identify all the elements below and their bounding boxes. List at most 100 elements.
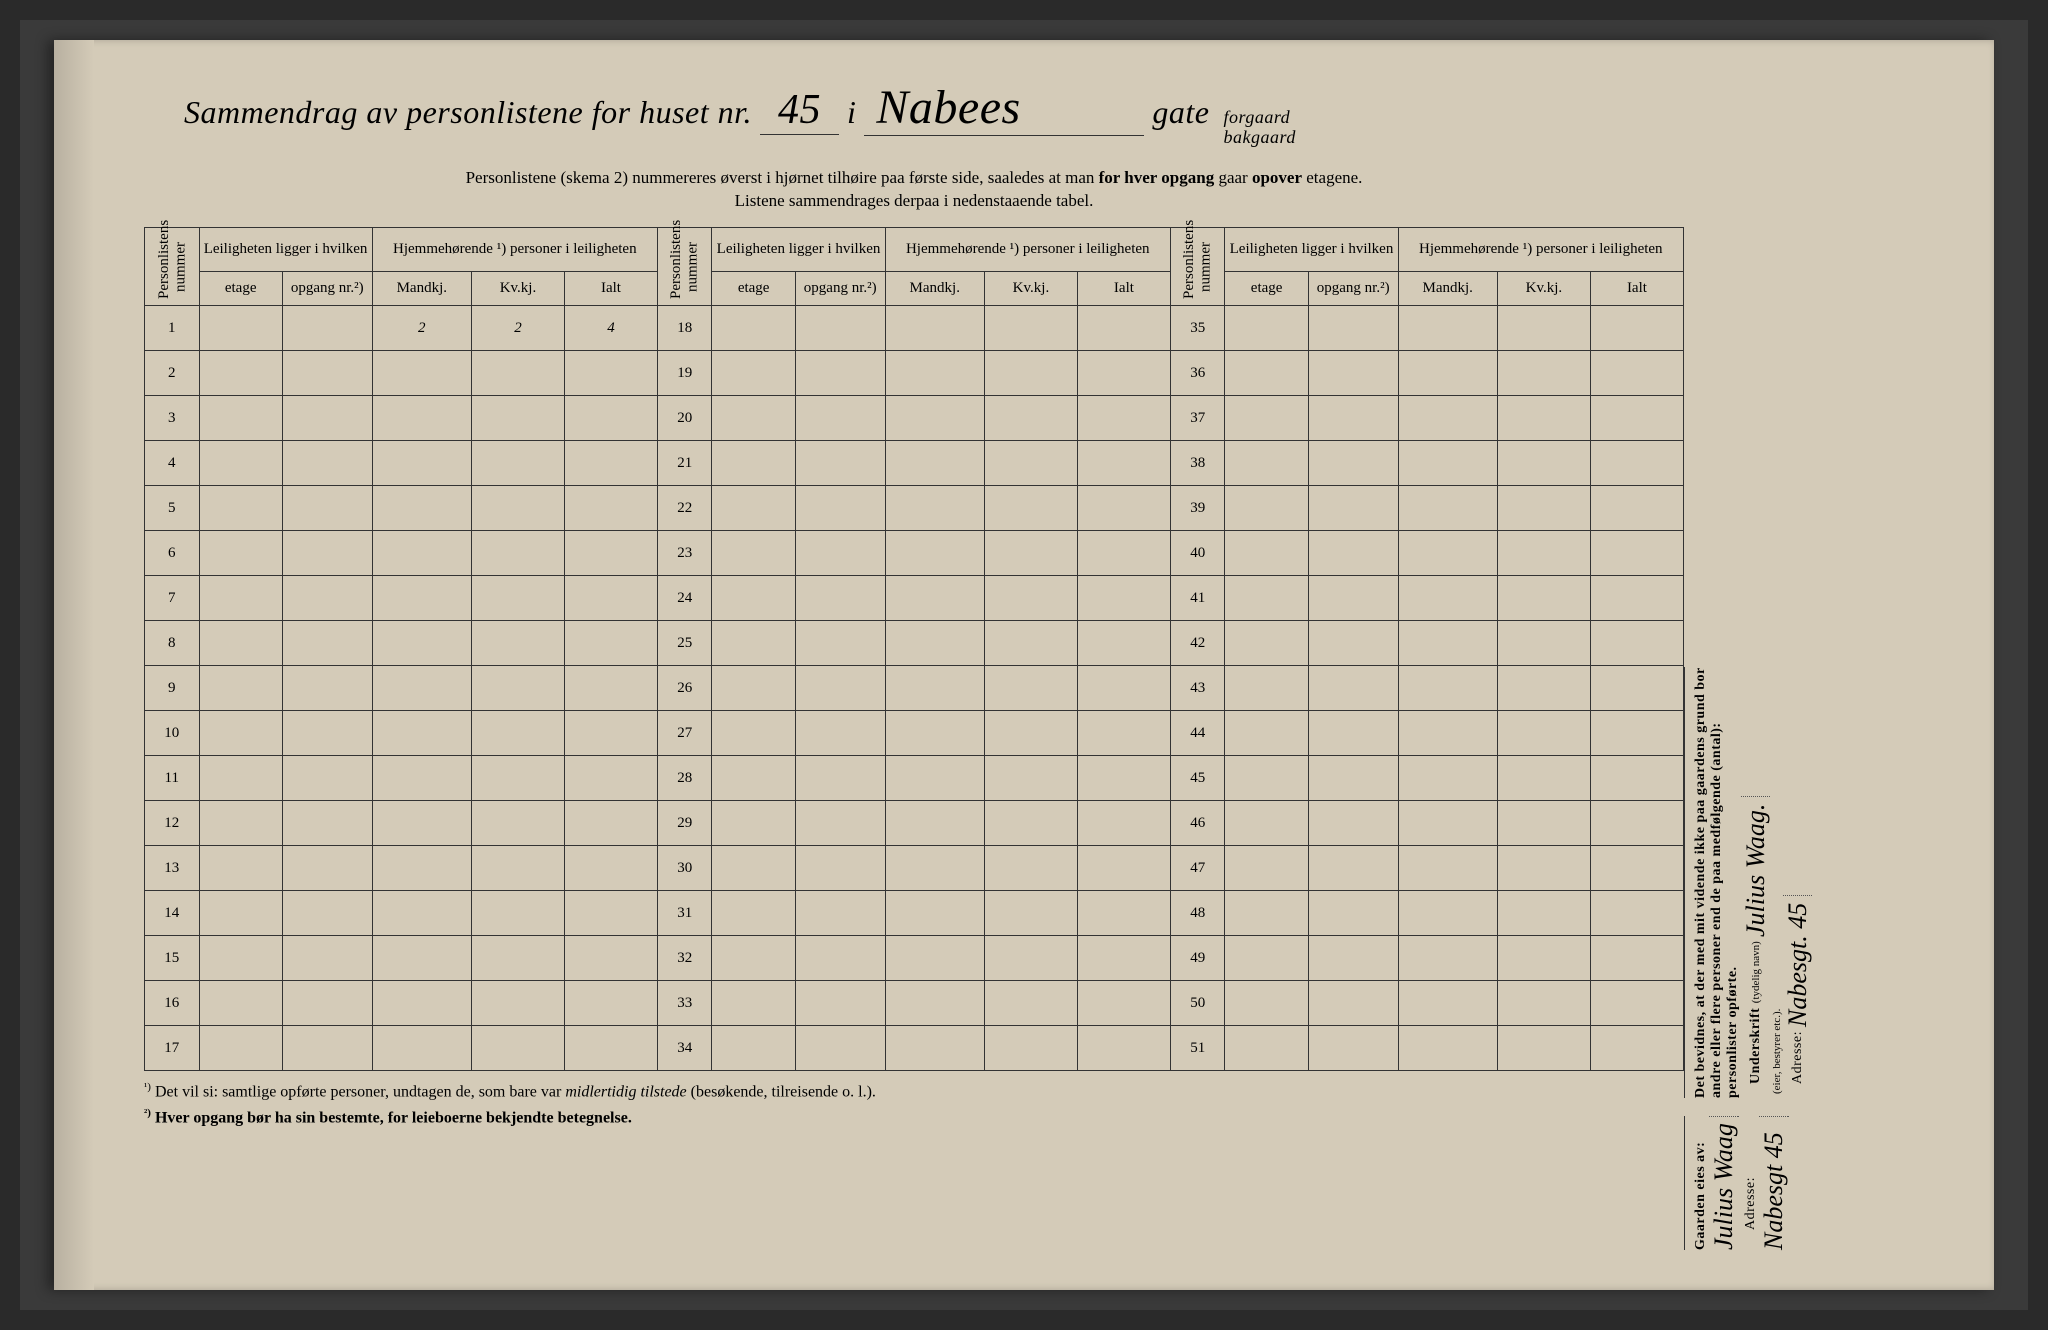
- col-leilighet: Leiligheten ligger i hvilken: [199, 228, 372, 272]
- row-num: 21: [657, 441, 712, 486]
- table-row: 92643: [145, 666, 1684, 711]
- title-infix: i: [847, 94, 856, 131]
- row-num: 7: [145, 576, 200, 621]
- owner-adresse: Nabesgt 45: [1759, 1116, 1789, 1250]
- row-num: 4: [145, 441, 200, 486]
- forgaard-label: forgaard: [1224, 108, 1296, 128]
- sub-etage-2: etage: [712, 272, 795, 306]
- summary-table: Personlistens nummer Leiligheten ligger …: [144, 227, 1684, 1071]
- sub-opgang: opgang nr.²): [282, 272, 372, 306]
- row-num: 3: [145, 396, 200, 441]
- table-row: 52239: [145, 486, 1684, 531]
- row-num: 44: [1170, 711, 1225, 756]
- row-num: 12: [145, 801, 200, 846]
- row-num: 8: [145, 621, 200, 666]
- row-num: 47: [1170, 846, 1225, 891]
- row-num: 33: [657, 981, 712, 1026]
- table-row: 8 25 42: [145, 621, 1684, 666]
- sub-mandkj: Mandkj.: [372, 272, 471, 306]
- row-num: 30: [657, 846, 712, 891]
- decl-line-a: Det bevidnes, at der med mit vidende ikk…: [1693, 667, 1709, 1098]
- bakgaard-label: bakgaard: [1224, 128, 1296, 148]
- col-personlist-num-3: Personlistens nummer: [1170, 228, 1225, 306]
- row-num: 10: [145, 711, 200, 756]
- table-row: 6 23 40: [145, 531, 1684, 576]
- table-row: 12241835: [145, 306, 1684, 351]
- declaration-block: Det bevidnes, at der med mit vidende ikk…: [1684, 667, 1944, 1098]
- table-row: 102744: [145, 711, 1684, 756]
- adresse-label: Adresse:: [1743, 1116, 1759, 1230]
- cell-mandkj: 2: [372, 306, 471, 351]
- col-leilighet-3: Leiligheten ligger i hvilken: [1225, 228, 1398, 272]
- row-num: 49: [1170, 936, 1225, 981]
- row-num: 23: [657, 531, 712, 576]
- instructions-text: Personlistene (skema 2) nummereres øvers…: [144, 166, 1684, 214]
- sub-mandkj-3: Mandkj.: [1398, 272, 1497, 306]
- row-num: 31: [657, 891, 712, 936]
- role-hint: (eier, bestyrer etc.).: [1771, 667, 1783, 1094]
- row-num: 24: [657, 576, 712, 621]
- sub-etage: etage: [199, 272, 282, 306]
- decl-line-c: personlister opførte.: [1725, 667, 1741, 1098]
- owner-label: Gaarden eies av:: [1693, 1116, 1709, 1250]
- row-num: 46: [1170, 801, 1225, 846]
- row-num: 28: [657, 756, 712, 801]
- scan-frame: Sammendrag av personlistene for huset nr…: [20, 20, 2028, 1310]
- adresse2-value: Nabesgt. 45: [1783, 895, 1812, 1026]
- cell-kvkj: 2: [471, 306, 564, 351]
- owner-block: Gaarden eies av: Julius Waag Adresse: Na…: [1684, 1116, 1944, 1250]
- row-num: 25: [657, 621, 712, 666]
- sub-ialt-2: Ialt: [1077, 272, 1170, 306]
- document-title: Sammendrag av personlistene for huset nr…: [184, 80, 1684, 148]
- title-prefix: Sammendrag av personlistene for huset nr…: [184, 94, 752, 131]
- street-name-field: Nabees: [864, 80, 1144, 136]
- row-num: 35: [1170, 306, 1225, 351]
- row-num: 26: [657, 666, 712, 711]
- house-number-field: 45: [760, 86, 839, 135]
- col-hjemmehorende-3: Hjemmehørende ¹) personer i leiligheten: [1398, 228, 1683, 272]
- row-num: 14: [145, 891, 200, 936]
- table-row: 153249: [145, 936, 1684, 981]
- row-num: 11: [145, 756, 200, 801]
- table-row: 143148: [145, 891, 1684, 936]
- row-num: 32: [657, 936, 712, 981]
- decl-line-b: andre eller flere personer end de paa me…: [1709, 667, 1725, 1098]
- row-num: 42: [1170, 621, 1225, 666]
- sub-kvkj: Kv.kj.: [471, 272, 564, 306]
- footnote-1: ¹) Det vil si: samtlige opførte personer…: [144, 1079, 1684, 1104]
- row-num: 18: [657, 306, 712, 351]
- row-num: 6: [145, 531, 200, 576]
- sub-kvkj-2: Kv.kj.: [984, 272, 1077, 306]
- col-hjemmehorende: Hjemmehørende ¹) personer i leiligheten: [372, 228, 657, 272]
- sub-opgang-3: opgang nr.²): [1308, 272, 1398, 306]
- row-num: 41: [1170, 576, 1225, 621]
- cell-ialt: 4: [564, 306, 657, 351]
- table-row: 7 24 41: [145, 576, 1684, 621]
- sub-mandkj-2: Mandkj.: [885, 272, 984, 306]
- signature: Julius Waag.: [1741, 796, 1770, 936]
- col-hjemmehorende-2: Hjemmehørende ¹) personer i leiligheten: [885, 228, 1170, 272]
- sub-ialt-3: Ialt: [1590, 272, 1683, 306]
- main-content: Sammendrag av personlistene for huset nr…: [144, 70, 1684, 1260]
- row-num: 43: [1170, 666, 1225, 711]
- table-row: 32037: [145, 396, 1684, 441]
- table-row: 173451: [145, 1026, 1684, 1071]
- sub-opgang-2: opgang nr.²): [795, 272, 885, 306]
- row-num: 40: [1170, 531, 1225, 576]
- col-personlist-num-2: Personlistens nummer: [657, 228, 712, 306]
- adresse2-label: Adresse:: [1790, 1031, 1805, 1084]
- table-row: 21936: [145, 351, 1684, 396]
- row-num: 36: [1170, 351, 1225, 396]
- table-row: 42138: [145, 441, 1684, 486]
- footnotes: ¹) Det vil si: samtlige opførte personer…: [144, 1079, 1684, 1130]
- row-num: 29: [657, 801, 712, 846]
- row-num: 19: [657, 351, 712, 396]
- row-num: 50: [1170, 981, 1225, 1026]
- table-row: 12 29 46: [145, 801, 1684, 846]
- gaard-stack: forgaard bakgaard: [1224, 108, 1296, 148]
- row-num: 39: [1170, 486, 1225, 531]
- row-num: 17: [145, 1026, 200, 1071]
- table-row: 112845: [145, 756, 1684, 801]
- table-row: 163350: [145, 981, 1684, 1026]
- row-num: 20: [657, 396, 712, 441]
